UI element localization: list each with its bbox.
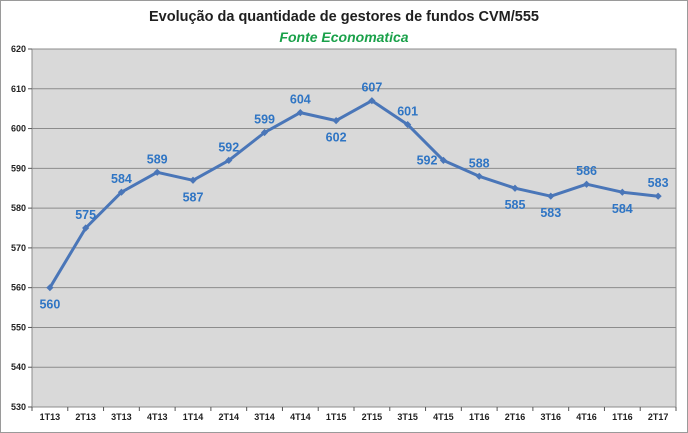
data-point bbox=[46, 284, 54, 292]
data-point bbox=[332, 117, 340, 125]
x-tick-label: 2T17 bbox=[648, 412, 669, 422]
series-line bbox=[48, 99, 659, 289]
x-tick-label: 2T15 bbox=[362, 412, 383, 422]
y-tick-label: 550 bbox=[11, 322, 26, 332]
data-label: 586 bbox=[576, 164, 597, 178]
x-tick-label: 4T14 bbox=[290, 412, 311, 422]
data-point bbox=[225, 156, 233, 164]
data-label: 599 bbox=[254, 113, 275, 127]
gridlines bbox=[32, 48, 676, 408]
data-point bbox=[296, 109, 304, 117]
data-label: 575 bbox=[75, 208, 96, 222]
data-point bbox=[439, 156, 448, 164]
data-point bbox=[117, 188, 126, 196]
data-point bbox=[618, 188, 626, 196]
y-axis-ticks: 530 540 550 560 570 580 590 600 610 620 bbox=[11, 44, 32, 412]
x-tick-label: 3T13 bbox=[111, 412, 132, 422]
data-label: 585 bbox=[505, 198, 526, 212]
y-tick-label: 530 bbox=[11, 402, 26, 412]
x-tick-label: 2T16 bbox=[505, 412, 526, 422]
y-tick-label: 620 bbox=[11, 44, 26, 54]
y-tick-label: 610 bbox=[11, 84, 26, 94]
data-label: 584 bbox=[111, 172, 132, 186]
data-point bbox=[654, 192, 662, 200]
plot-area bbox=[31, 48, 677, 408]
data-label: 587 bbox=[183, 190, 204, 204]
data-label: 589 bbox=[147, 152, 168, 166]
data-label: 592 bbox=[417, 153, 438, 167]
data-label: 604 bbox=[290, 93, 311, 107]
data-point bbox=[511, 184, 519, 192]
x-tick-label: 3T14 bbox=[254, 412, 275, 422]
x-tick-label: 3T15 bbox=[397, 412, 418, 422]
data-label: 607 bbox=[361, 81, 382, 95]
x-tick-label: 1T14 bbox=[183, 412, 204, 422]
data-point bbox=[153, 168, 161, 176]
data-point bbox=[547, 192, 555, 200]
x-tick-label: 1T16 bbox=[469, 412, 490, 422]
data-label: 592 bbox=[218, 140, 239, 154]
data-point bbox=[368, 97, 376, 105]
x-tick-label: 4T15 bbox=[433, 412, 454, 422]
y-tick-label: 580 bbox=[11, 203, 26, 213]
x-tick-label: 4T16 bbox=[576, 412, 597, 422]
data-point bbox=[475, 172, 483, 180]
data-label: 584 bbox=[612, 202, 633, 216]
y-tick-label: 590 bbox=[11, 163, 26, 173]
data-point bbox=[82, 224, 90, 232]
x-tick-label: 4T13 bbox=[147, 412, 168, 422]
chart-title: Evolução da quantidade de gestores de fu… bbox=[149, 9, 539, 25]
x-tick-label: 1T13 bbox=[40, 412, 61, 422]
x-tick-label: 3T16 bbox=[541, 412, 562, 422]
chart-subtitle: Fonte Economatica bbox=[279, 29, 409, 45]
y-tick-label: 600 bbox=[11, 124, 26, 134]
data-label: 601 bbox=[397, 105, 418, 119]
x-tick-label: 1T16 bbox=[612, 412, 633, 422]
x-axis-ticks: 1T13 2T13 3T13 4T13 1T14 2T14 3T14 4T14 1T15 2T15… bbox=[31, 407, 677, 422]
data-markers bbox=[46, 97, 662, 292]
data-point bbox=[189, 176, 197, 184]
y-tick-label: 540 bbox=[11, 362, 26, 372]
data-label: 560 bbox=[39, 298, 60, 312]
x-tick-label: 1T15 bbox=[326, 412, 347, 422]
data-point bbox=[404, 120, 412, 129]
data-label: 588 bbox=[469, 156, 490, 170]
data-point bbox=[582, 180, 591, 188]
data-label: 583 bbox=[648, 176, 669, 190]
data-point bbox=[260, 128, 269, 137]
data-label: 602 bbox=[326, 131, 347, 145]
data-labels: 560 575 584 589 587 592 599 604 602 607 601 592 588 5… bbox=[39, 81, 668, 312]
x-tick-label: 2T13 bbox=[75, 412, 96, 422]
data-label: 583 bbox=[540, 206, 561, 220]
y-tick-label: 570 bbox=[11, 243, 26, 253]
y-tick-label: 560 bbox=[11, 283, 26, 293]
x-tick-label: 2T14 bbox=[219, 412, 240, 422]
